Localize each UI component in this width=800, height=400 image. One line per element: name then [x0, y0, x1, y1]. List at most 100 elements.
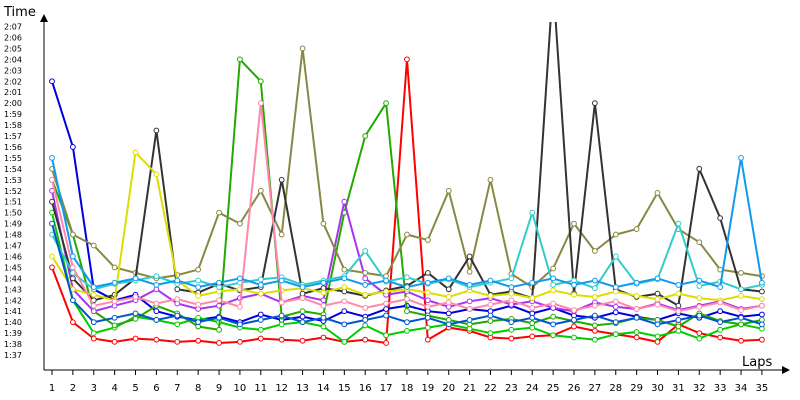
data-point	[612, 319, 619, 326]
data-point	[508, 297, 515, 304]
data-point	[153, 336, 160, 343]
data-point	[278, 312, 285, 319]
data-point	[612, 231, 619, 238]
data-point	[738, 292, 744, 299]
data-point	[654, 290, 661, 297]
x-tick-label: 20	[442, 383, 455, 394]
data-point	[612, 331, 619, 338]
data-point	[424, 237, 431, 243]
data-point	[633, 292, 640, 299]
y-tick-label: 1:44	[4, 274, 22, 283]
data-point	[571, 291, 577, 298]
y-tick-label: 2:02	[4, 77, 22, 86]
y-tick-label: 1:42	[4, 296, 22, 305]
data-point	[717, 284, 724, 291]
data-point	[696, 295, 703, 301]
data-point	[591, 248, 598, 254]
data-point	[383, 332, 389, 339]
data-point	[278, 321, 285, 328]
data-point	[341, 266, 348, 273]
data-point	[216, 314, 222, 321]
data-point	[487, 330, 494, 337]
data-point	[466, 306, 473, 312]
data-point	[654, 333, 661, 340]
y-tick-label: 1:48	[4, 231, 22, 240]
y-tick-label: 2:07	[4, 23, 22, 32]
y-tick-label: 1:47	[4, 242, 22, 251]
y-tick-label: 1:41	[4, 307, 22, 316]
data-point	[738, 337, 744, 344]
data-point	[529, 333, 536, 340]
x-tick-label: 16	[359, 383, 372, 394]
data-point	[69, 275, 76, 282]
data-point	[654, 301, 661, 308]
data-point	[195, 337, 202, 344]
series-7	[49, 22, 765, 309]
data-point	[675, 220, 682, 227]
data-point	[404, 274, 410, 281]
data-point	[591, 322, 598, 329]
data-point	[571, 317, 577, 323]
data-point	[362, 317, 369, 323]
x-tick-label: 31	[672, 383, 685, 394]
data-point	[529, 209, 536, 216]
data-point	[111, 322, 118, 329]
data-point	[49, 198, 55, 205]
data-point	[174, 296, 181, 303]
data-point	[759, 336, 765, 343]
data-point	[696, 239, 703, 246]
data-point	[717, 299, 724, 306]
data-point	[404, 319, 410, 326]
y-tick-label: 2:01	[4, 88, 22, 97]
data-point	[341, 284, 348, 291]
data-point	[90, 284, 97, 291]
x-tick-label: 14	[317, 383, 330, 394]
data-point	[49, 253, 55, 260]
data-point	[445, 275, 452, 282]
data-point	[320, 289, 327, 296]
data-point	[550, 282, 557, 288]
data-point	[571, 282, 577, 288]
data-point	[90, 330, 97, 337]
data-point	[654, 275, 661, 282]
data-point	[174, 321, 181, 328]
x-tick-labels: 1 2 3 4 5 6 7 8 9 10 11 12 13 14 15 16 17 18 19 20 21 22 23 24 2…	[49, 370, 768, 394]
data-point	[529, 305, 536, 311]
data-point	[69, 319, 76, 326]
data-point	[424, 297, 431, 304]
data-point	[362, 133, 369, 139]
x-tick-label: 28	[609, 383, 622, 394]
data-point	[633, 314, 640, 321]
x-tick-label: 17	[380, 383, 393, 394]
data-point	[759, 311, 765, 318]
x-tick-label: 4	[111, 383, 117, 394]
y-tick-label: 2:03	[4, 66, 22, 75]
data-point	[69, 144, 76, 150]
data-point	[654, 321, 661, 328]
data-point	[738, 286, 744, 293]
data-point	[404, 231, 410, 238]
data-point	[445, 310, 452, 317]
data-point	[654, 296, 661, 303]
x-tick-label: 19	[421, 383, 434, 394]
data-point	[49, 155, 55, 161]
data-point	[216, 209, 222, 216]
data-point	[466, 253, 473, 260]
data-point	[675, 302, 682, 309]
data-point	[424, 336, 431, 343]
data-point	[550, 265, 557, 272]
x-tick-label: 22	[484, 383, 497, 394]
data-point	[759, 288, 765, 295]
series-11	[49, 220, 765, 328]
data-point	[759, 321, 765, 328]
data-point	[216, 279, 222, 286]
x-tick-label: 8	[195, 383, 201, 394]
y-tick-label: 1:37	[4, 351, 22, 360]
data-point	[633, 334, 640, 341]
x-tick-label: 30	[651, 383, 664, 394]
data-point	[612, 309, 619, 316]
data-point	[466, 282, 473, 288]
data-point	[717, 215, 724, 222]
data-point	[341, 298, 348, 305]
x-tick-label: 27	[589, 383, 602, 394]
